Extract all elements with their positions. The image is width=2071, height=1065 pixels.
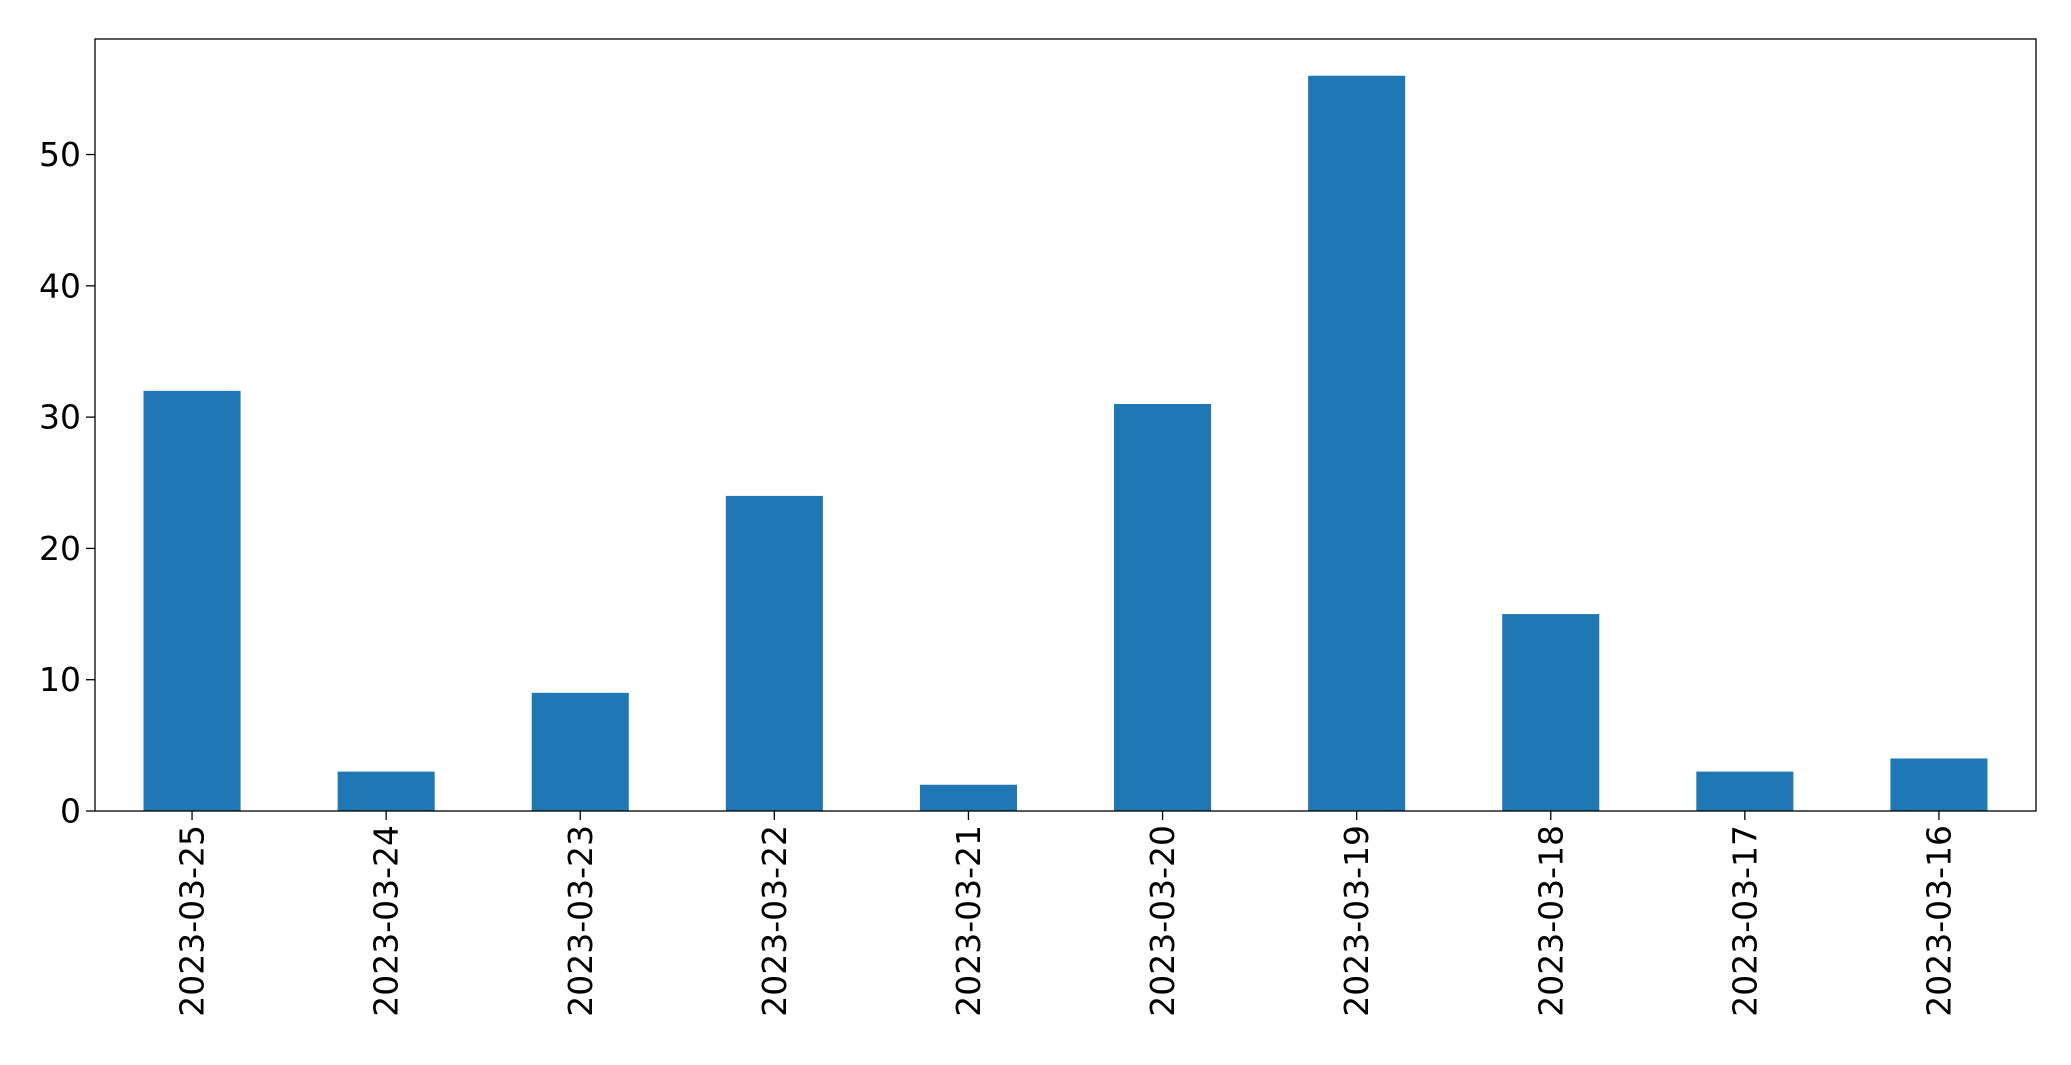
- x-tick-label-2023-03-24: 2023-03-24: [367, 825, 406, 1017]
- bar-2023-03-21: [919, 784, 1017, 811]
- bar-2023-03-22: [725, 495, 823, 811]
- x-tick-label-2023-03-25: 2023-03-25: [173, 825, 212, 1017]
- bar-2023-03-20: [1114, 403, 1212, 811]
- y-tick-label-20: 20: [39, 529, 81, 568]
- plot-frame: [94, 38, 2037, 812]
- bars-group: [143, 75, 1988, 811]
- y-tick-label-10: 10: [39, 660, 81, 699]
- bar-2023-03-19: [1308, 75, 1406, 811]
- y-tick-label-50: 50: [39, 135, 81, 174]
- x-tick-label-2023-03-16: 2023-03-16: [1919, 825, 1958, 1017]
- x-tick-label-2023-03-21: 2023-03-21: [949, 825, 988, 1017]
- x-tick-label-2023-03-19: 2023-03-19: [1337, 825, 1376, 1017]
- x-tick-label-2023-03-20: 2023-03-20: [1143, 825, 1182, 1017]
- x-tick-label-2023-03-17: 2023-03-17: [1725, 825, 1764, 1017]
- x-tick-label-2023-03-22: 2023-03-22: [755, 825, 794, 1017]
- bar-2023-03-24: [337, 771, 435, 811]
- bar-2023-03-17: [1696, 771, 1794, 811]
- bar-2023-03-23: [531, 692, 629, 811]
- x-axis: 2023-03-25 2023-03-24 2023-03-23 2023-03-22…: [173, 811, 1958, 1017]
- y-tick-label-30: 30: [39, 398, 81, 437]
- y-axis: 0 10 20 30 40 50: [39, 135, 95, 831]
- y-tick-label-0: 0: [60, 792, 81, 831]
- bar-2023-03-25: [143, 390, 241, 811]
- x-tick-label-2023-03-18: 2023-03-18: [1531, 825, 1570, 1017]
- bar-2023-03-18: [1502, 614, 1600, 811]
- bar-2023-03-16: [1890, 758, 1988, 811]
- y-tick-label-40: 40: [39, 266, 81, 305]
- x-tick-label-2023-03-23: 2023-03-23: [561, 825, 600, 1017]
